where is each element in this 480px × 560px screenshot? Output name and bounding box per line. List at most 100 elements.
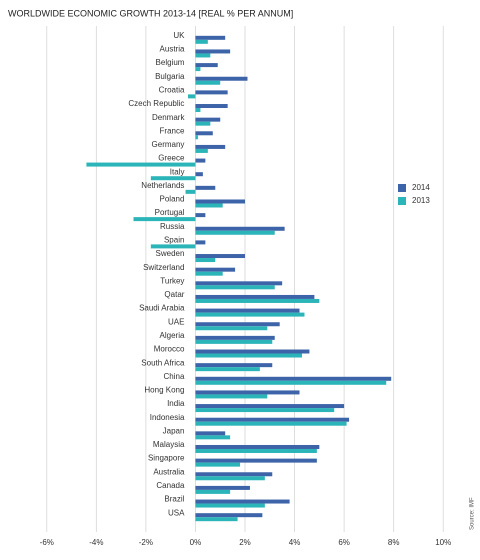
y-tick-label: Brazil: [164, 495, 184, 504]
bar: [195, 513, 263, 518]
bar: [195, 435, 231, 440]
bar: [195, 421, 347, 426]
y-tick-label: China: [164, 372, 185, 381]
bar: [195, 472, 273, 477]
bar: [195, 76, 248, 81]
bar: [195, 35, 226, 40]
bar: [195, 499, 290, 504]
bar: [195, 49, 231, 54]
y-tick-label: France: [160, 126, 185, 135]
y-tick-label: Qatar: [164, 290, 184, 299]
x-tick-label: 4%: [289, 538, 301, 547]
bar: [195, 339, 273, 344]
bar: [195, 121, 211, 126]
bar: [185, 189, 196, 194]
y-tick-label: Indonesia: [150, 413, 185, 422]
x-tick-label: 2%: [239, 538, 251, 547]
bar: [195, 390, 300, 395]
bar: [195, 213, 206, 218]
y-tick-label: Greece: [158, 154, 185, 163]
y-tick-label: Australia: [153, 467, 185, 476]
bar: [188, 94, 196, 99]
bar: [195, 404, 345, 409]
bar: [150, 244, 196, 249]
y-tick-label: Turkey: [160, 276, 184, 285]
bar: [195, 67, 201, 72]
legend-swatch: [398, 184, 406, 192]
bar: [195, 376, 392, 381]
source-note: Source: IMF: [470, 497, 476, 530]
bar: [195, 135, 198, 140]
bar: [195, 417, 350, 422]
y-tick-label: Austria: [160, 45, 185, 54]
bar: [195, 394, 268, 399]
y-tick-label: Germany: [152, 140, 185, 149]
bar: [195, 431, 226, 436]
chart-title: WORLDWIDE ECONOMIC GROWTH 2013-14 [REAL …: [8, 8, 293, 18]
y-tick-label: South Africa: [141, 358, 185, 367]
y-tick-label: USA: [168, 508, 185, 517]
bar: [195, 158, 206, 163]
bar: [195, 485, 250, 490]
bar: [195, 476, 265, 481]
legend-swatch: [398, 197, 406, 205]
bar: [195, 172, 203, 177]
bar: [195, 312, 305, 317]
bar: [195, 108, 201, 113]
bar: [195, 144, 226, 149]
y-tick-label: Poland: [160, 195, 185, 204]
x-tick-label: 8%: [388, 538, 400, 547]
y-tick-label: Canada: [156, 481, 185, 490]
bar: [195, 503, 265, 508]
legend-label: 2014: [412, 183, 430, 192]
y-tick-label: Portugal: [155, 208, 185, 217]
bar: [195, 258, 216, 263]
bar: [195, 285, 275, 290]
x-tick-label: -6%: [40, 538, 54, 547]
y-tick-label: Algeria: [160, 331, 185, 340]
y-tick-label: Saudi Arabia: [139, 304, 185, 313]
bar: [195, 281, 283, 286]
bar: [195, 39, 208, 44]
bar: [195, 322, 280, 327]
bar: [195, 380, 387, 385]
bar: [195, 326, 268, 331]
y-tick-label: UK: [173, 31, 185, 40]
y-tick-label: Sweden: [156, 249, 185, 258]
x-tick-label: -4%: [89, 538, 103, 547]
bar: [195, 367, 260, 372]
y-tick-label: Russia: [160, 222, 185, 231]
bar: [195, 298, 320, 303]
bar: [195, 199, 245, 204]
bar: [195, 104, 228, 109]
bar: [195, 267, 236, 272]
bar: [195, 230, 275, 235]
bar: [195, 408, 335, 413]
bar: [195, 462, 241, 467]
bar: [195, 444, 320, 449]
y-tick-label: India: [167, 399, 185, 408]
y-tick-label: Japan: [163, 426, 185, 435]
y-tick-label: Netherlands: [141, 181, 184, 190]
bar: [195, 203, 223, 208]
legend-label: 2013: [412, 196, 430, 205]
x-tick-label: 0%: [190, 538, 202, 547]
y-tick-label: Bulgaria: [155, 72, 185, 81]
bar: [86, 162, 196, 167]
bar: [195, 80, 221, 85]
bar: [195, 335, 275, 340]
y-tick-label: Croatia: [159, 85, 185, 94]
bar: [195, 489, 231, 494]
bar: [195, 517, 238, 522]
bar: [195, 458, 317, 463]
y-tick-label: Malaysia: [153, 440, 185, 449]
bar: [195, 353, 302, 358]
bar: [133, 217, 196, 222]
bar: [195, 349, 310, 354]
x-tick-label: -2%: [139, 538, 153, 547]
bar: [195, 448, 317, 453]
y-tick-label: Spain: [164, 236, 184, 245]
bar: [195, 185, 216, 190]
y-tick-label: Morocco: [154, 345, 185, 354]
